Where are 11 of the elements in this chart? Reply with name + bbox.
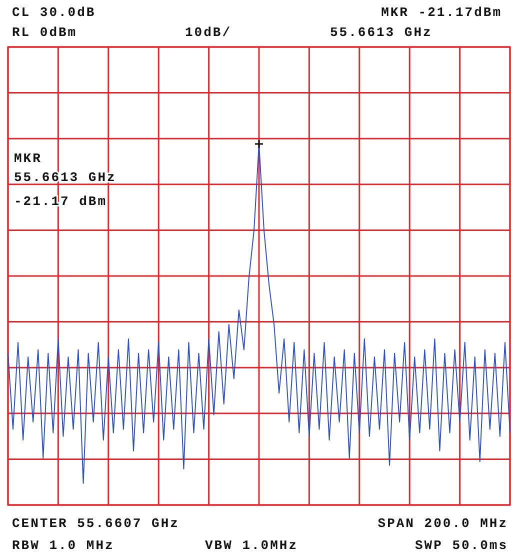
text: CENTER 55.6607 GHz bbox=[12, 516, 180, 531]
annotation: MKR bbox=[14, 151, 42, 166]
text: CL 30.0dB bbox=[12, 5, 96, 20]
text: VBW 1.0MHz bbox=[205, 538, 298, 553]
text: 55.6613 GHz bbox=[330, 25, 432, 40]
text: MKR -21.17dBm bbox=[381, 5, 502, 20]
text: SWP 50.0ms bbox=[414, 538, 508, 553]
text: RL 0dBm bbox=[12, 25, 78, 40]
text: SPAN 200.0 MHz bbox=[378, 516, 508, 531]
text: 10dB/ bbox=[185, 25, 232, 40]
text: RBW 1.0 MHz bbox=[12, 538, 114, 553]
